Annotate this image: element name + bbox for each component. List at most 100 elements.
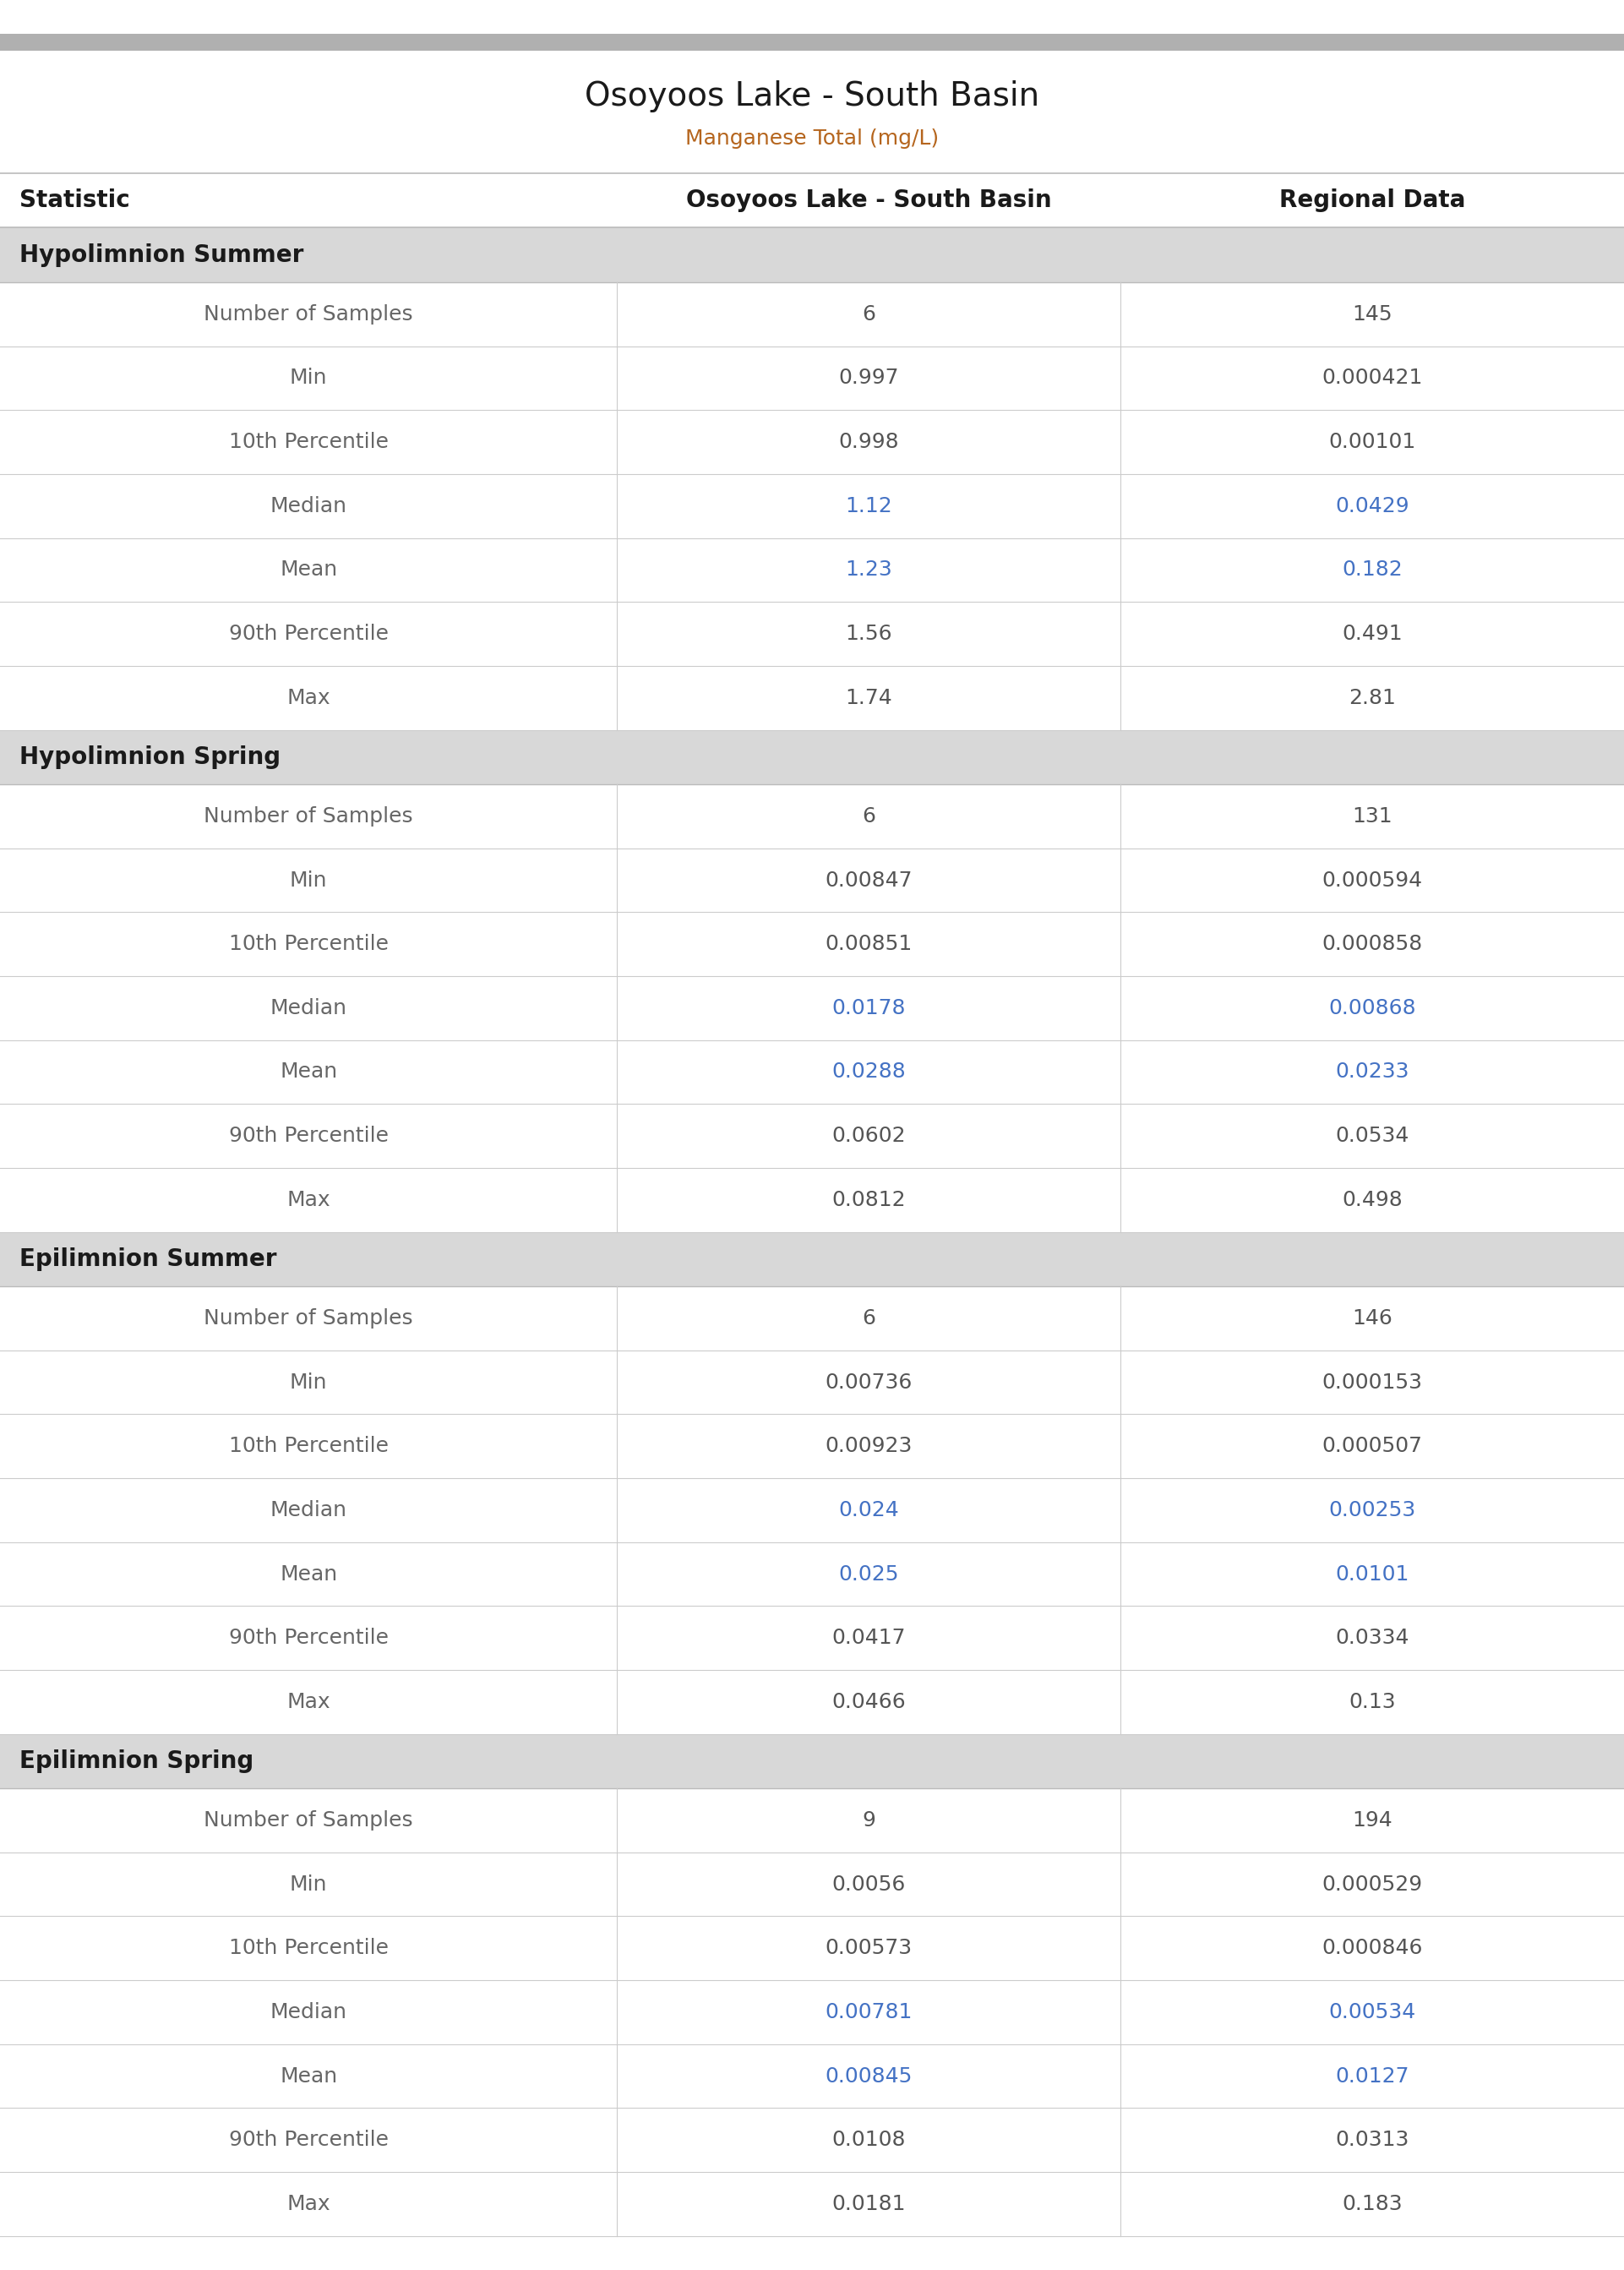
Text: Statistic: Statistic (19, 188, 130, 213)
Text: Osoyoos Lake - South Basin: Osoyoos Lake - South Basin (685, 188, 1052, 213)
Text: 0.00845: 0.00845 (825, 2066, 913, 2086)
Text: 0.0417: 0.0417 (831, 1628, 906, 1648)
Bar (0, 50, 1624, 173)
Text: 10th Percentile: 10th Percentile (229, 1939, 388, 1959)
Text: Number of Samples: Number of Samples (205, 1809, 412, 1830)
Bar (0, 2109, 1624, 2172)
Text: 90th Percentile: 90th Percentile (229, 1126, 388, 1146)
Text: 0.000529: 0.000529 (1322, 1875, 1423, 1895)
Text: 0.0288: 0.0288 (831, 1062, 906, 1083)
Text: 90th Percentile: 90th Percentile (229, 1628, 388, 1648)
Text: 0.0108: 0.0108 (831, 2129, 906, 2150)
Text: 0.000421: 0.000421 (1322, 368, 1423, 388)
Bar (0, 1233, 1624, 1287)
Text: Hypolimnion Spring: Hypolimnion Spring (19, 745, 281, 770)
Text: 0.000594: 0.000594 (1322, 869, 1423, 890)
Bar (0, 1979, 1624, 2045)
Text: 6: 6 (862, 304, 875, 325)
Text: Mean: Mean (279, 1062, 338, 1083)
Bar (0, 602, 1624, 665)
Text: 131: 131 (1353, 806, 1392, 826)
Text: 0.0127: 0.0127 (1335, 2066, 1410, 2086)
Text: 90th Percentile: 90th Percentile (229, 624, 388, 645)
Bar (0, 1852, 1624, 1916)
Text: Min: Min (289, 869, 328, 890)
Text: 1.23: 1.23 (844, 561, 893, 581)
Text: 0.0534: 0.0534 (1335, 1126, 1410, 1146)
Text: 0.025: 0.025 (838, 1564, 900, 1584)
Text: Manganese Total (mg/L): Manganese Total (mg/L) (685, 129, 939, 150)
Text: 1.56: 1.56 (846, 624, 892, 645)
Bar (0, 729, 1624, 785)
Text: 0.00534: 0.00534 (1328, 2002, 1416, 2023)
Text: 0.00101: 0.00101 (1328, 431, 1416, 452)
Bar (0, 1671, 1624, 1734)
Bar (0, 1478, 1624, 1541)
Text: 0.000507: 0.000507 (1322, 1437, 1423, 1457)
Text: Median: Median (270, 2002, 348, 2023)
Text: 10th Percentile: 10th Percentile (229, 431, 388, 452)
Text: Max: Max (287, 688, 330, 708)
Text: 0.00781: 0.00781 (825, 2002, 913, 2023)
Text: Max: Max (287, 1691, 330, 1712)
Bar (0, 281, 1624, 347)
Bar (0, 1541, 1624, 1607)
Text: Number of Samples: Number of Samples (205, 1308, 412, 1328)
Bar (0, 665, 1624, 729)
Text: 0.00253: 0.00253 (1328, 1500, 1416, 1521)
Text: Median: Median (270, 495, 348, 515)
Text: Mean: Mean (279, 561, 338, 581)
Bar (0, 1734, 1624, 1789)
Text: 0.0178: 0.0178 (831, 999, 906, 1019)
Text: 0.0101: 0.0101 (1335, 1564, 1410, 1584)
Text: Number of Samples: Number of Samples (205, 806, 412, 826)
Text: 6: 6 (862, 1308, 875, 1328)
Text: Regional Data: Regional Data (1280, 188, 1465, 213)
Bar (0, 1414, 1624, 1478)
Text: 0.024: 0.024 (838, 1500, 900, 1521)
Bar (0, 1040, 1624, 1103)
Text: Hypolimnion Summer: Hypolimnion Summer (19, 243, 304, 268)
Text: 146: 146 (1353, 1308, 1392, 1328)
Text: 0.997: 0.997 (838, 368, 900, 388)
Text: 2.81: 2.81 (1348, 688, 1397, 708)
Text: 10th Percentile: 10th Percentile (229, 1437, 388, 1457)
Text: 0.00573: 0.00573 (825, 1939, 913, 1959)
Text: 145: 145 (1353, 304, 1392, 325)
Text: Min: Min (289, 1371, 328, 1392)
Bar (0, 1351, 1624, 1414)
Text: Max: Max (287, 1189, 330, 1210)
Text: 0.498: 0.498 (1341, 1189, 1403, 1210)
Bar (0, 2172, 1624, 2236)
Text: 0.0429: 0.0429 (1335, 495, 1410, 515)
Text: 0.182: 0.182 (1341, 561, 1403, 581)
Text: 0.000858: 0.000858 (1322, 933, 1423, 953)
Text: 0.00736: 0.00736 (825, 1371, 913, 1392)
Text: 0.0056: 0.0056 (831, 1875, 906, 1895)
Bar (0, 1167, 1624, 1233)
Text: 0.000153: 0.000153 (1322, 1371, 1423, 1392)
Bar (0, 538, 1624, 602)
Text: 0.0334: 0.0334 (1335, 1628, 1410, 1648)
Text: Median: Median (270, 999, 348, 1019)
Text: 0.13: 0.13 (1350, 1691, 1395, 1712)
Bar (0, 411, 1624, 474)
Text: 6: 6 (862, 806, 875, 826)
Bar (0, 1916, 1624, 1979)
Text: 194: 194 (1353, 1809, 1392, 1830)
Bar (0, 1103, 1624, 1167)
Text: 90th Percentile: 90th Percentile (229, 2129, 388, 2150)
Text: 1.12: 1.12 (844, 495, 893, 515)
Bar (0, 173, 1624, 227)
Text: Median: Median (270, 1500, 348, 1521)
Text: 0.0812: 0.0812 (831, 1189, 906, 1210)
Text: 1.74: 1.74 (844, 688, 893, 708)
Bar (0, 1607, 1624, 1671)
Bar (0, 1789, 1624, 1852)
Text: 0.0602: 0.0602 (831, 1126, 906, 1146)
Text: 10th Percentile: 10th Percentile (229, 933, 388, 953)
Text: Mean: Mean (279, 2066, 338, 2086)
Bar (0, 849, 1624, 913)
Text: 0.998: 0.998 (838, 431, 900, 452)
Text: 0.00847: 0.00847 (825, 869, 913, 890)
